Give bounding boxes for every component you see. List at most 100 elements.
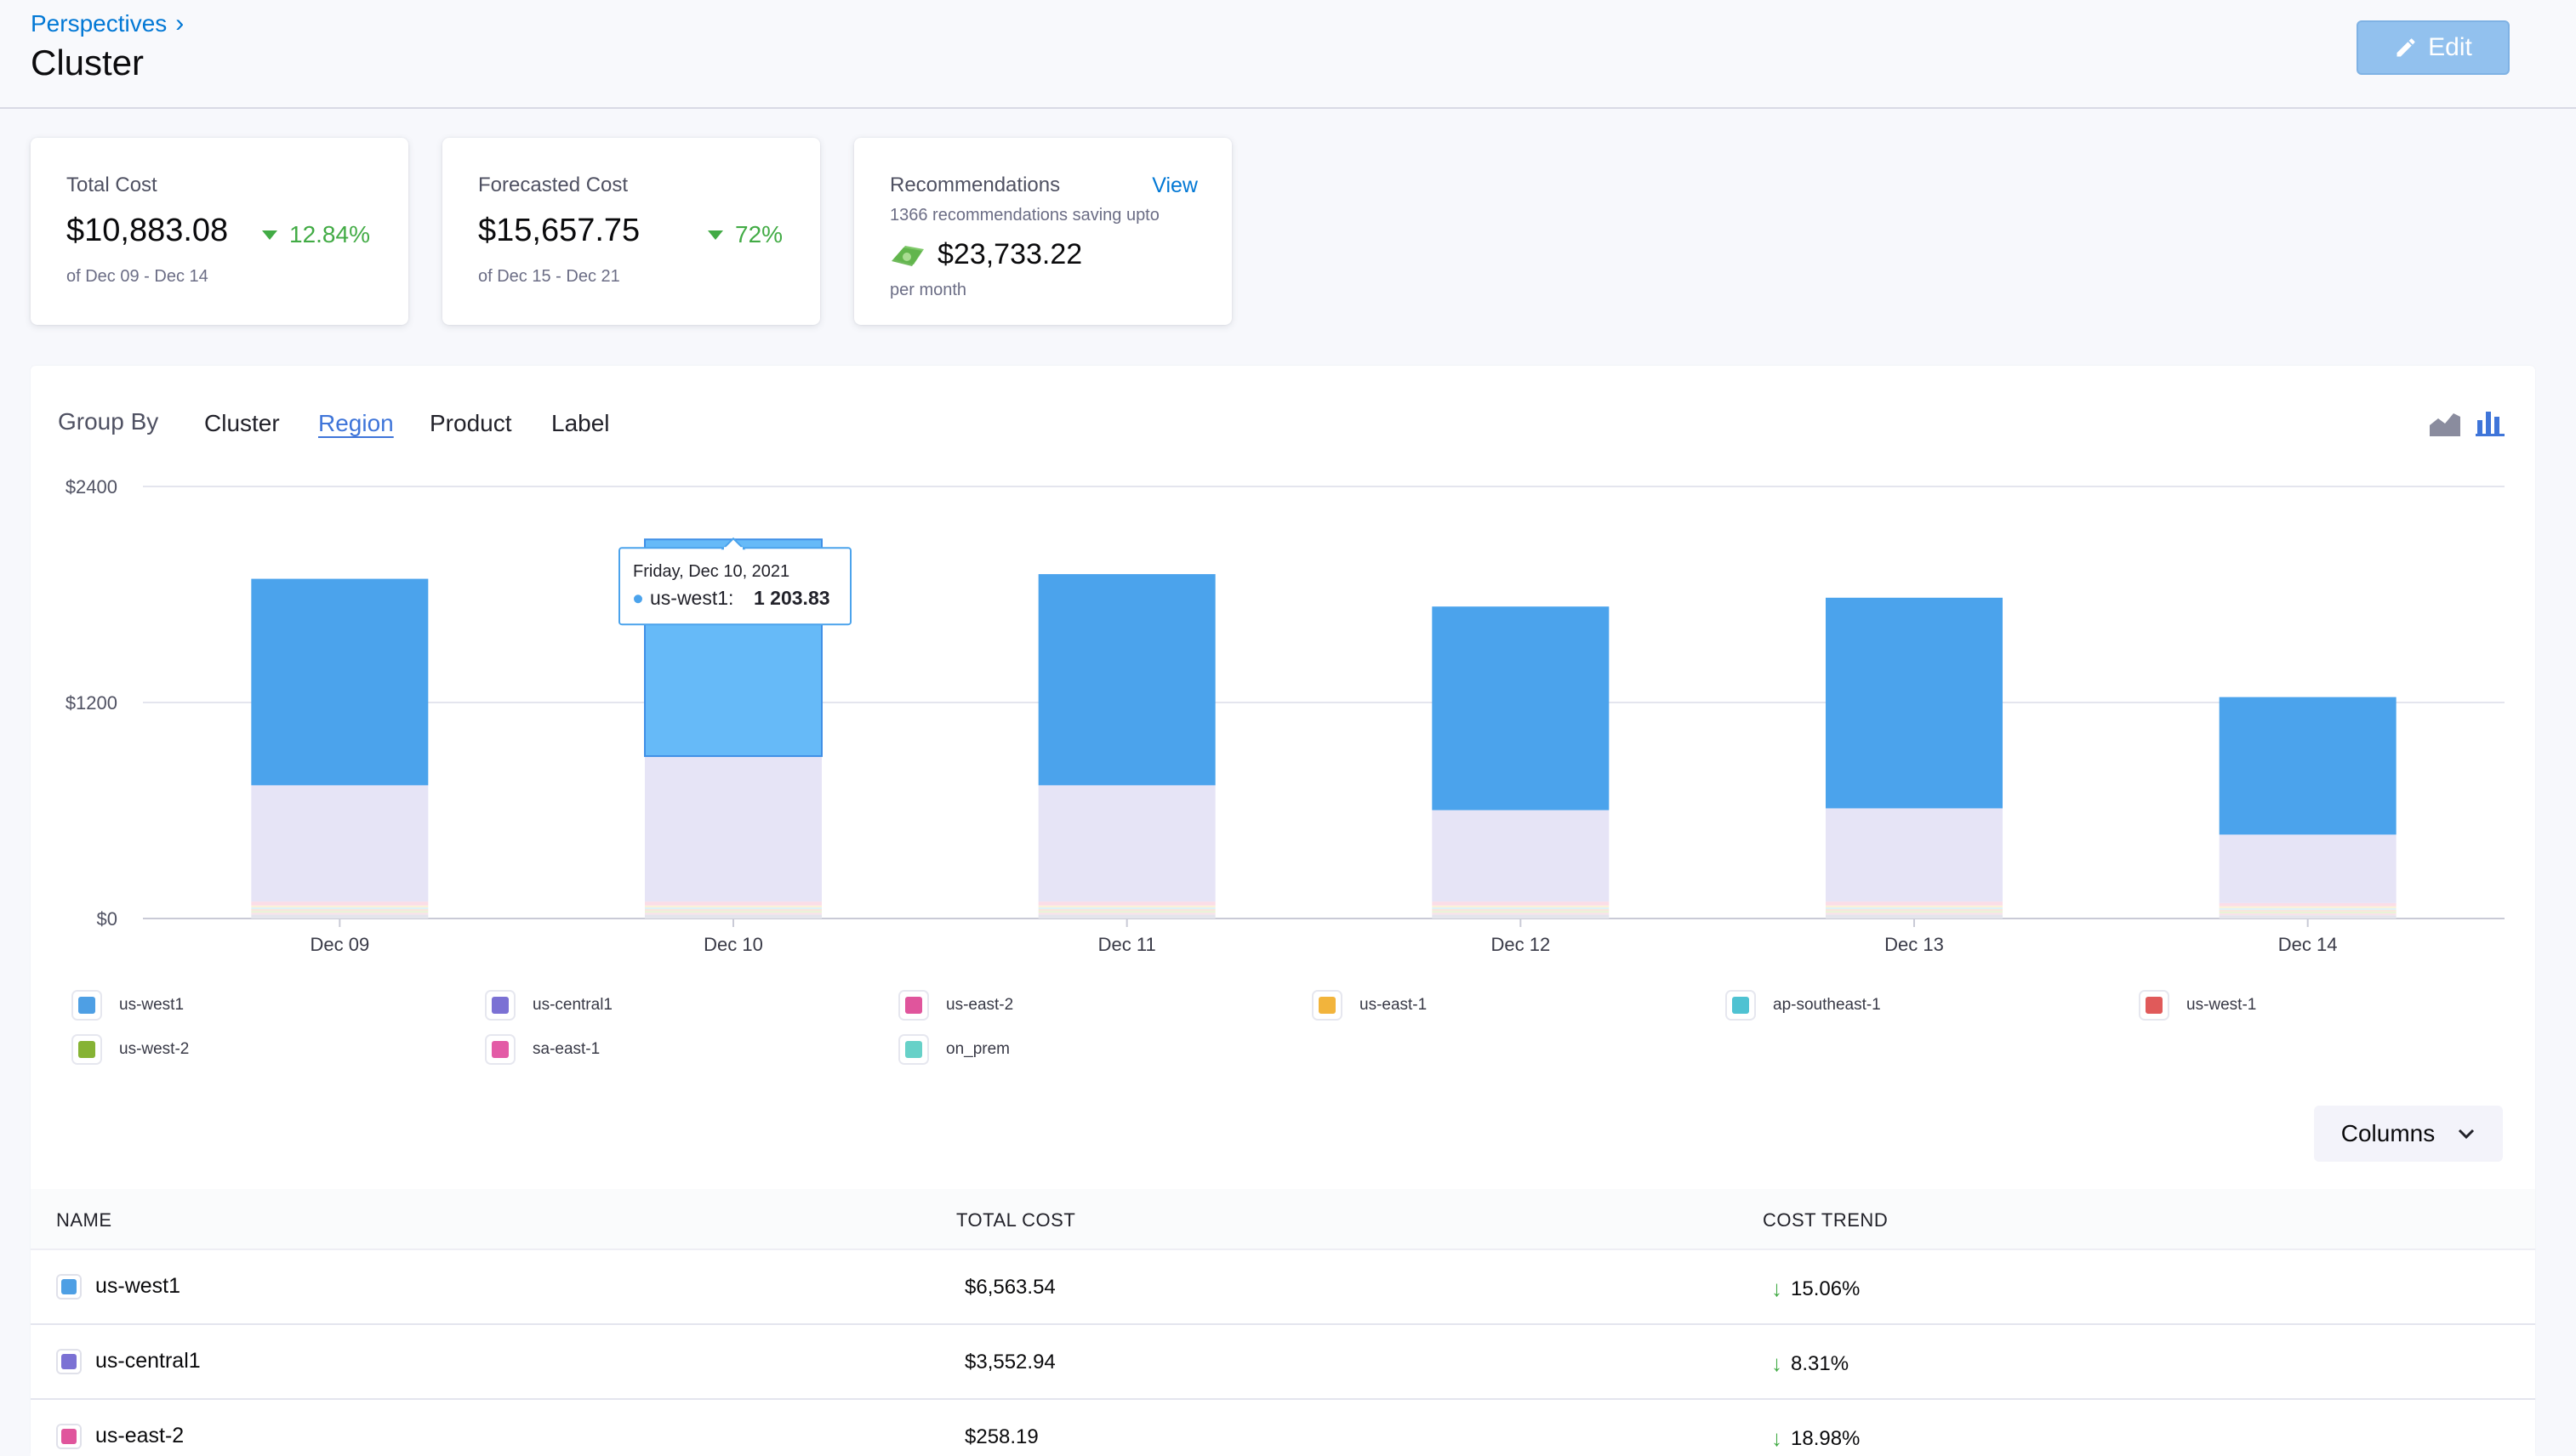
view-recommendations-link[interactable]: View — [1152, 173, 1198, 197]
bar-segment — [2219, 911, 2396, 914]
bar-segment — [1038, 913, 1216, 915]
bar-segment — [645, 756, 822, 902]
bar-segment — [2219, 697, 2396, 835]
row-trend-value: 18.98% — [1791, 1426, 1861, 1450]
bar-segment — [645, 907, 822, 909]
area-chart-icon[interactable] — [2428, 407, 2462, 437]
row-name-text: us-central1 — [95, 1349, 201, 1373]
bar-segment — [1038, 908, 1216, 912]
bar-segment — [2219, 909, 2396, 912]
bar-segment — [645, 901, 822, 906]
group-by-label: Group By — [58, 408, 159, 435]
table-row[interactable]: us-central1 $3,552.94 ↓ 8.31% — [31, 1327, 2535, 1400]
bar-segment — [1038, 911, 1216, 913]
bar-segment — [1432, 914, 1610, 919]
trend-down-icon — [708, 230, 723, 240]
bar-segment — [1432, 907, 1610, 909]
bar-segment — [251, 914, 429, 919]
row-name: us-east-2 — [58, 1424, 184, 1448]
column-header-cost-trend[interactable]: COST TREND — [1763, 1209, 1889, 1231]
edit-button[interactable]: Edit — [2357, 20, 2510, 75]
legend-item[interactable]: us-west-2 — [73, 1036, 189, 1063]
bar-segment — [1432, 905, 1610, 907]
y-tick-label: $1200 — [66, 692, 117, 714]
legend-swatch — [73, 1036, 100, 1063]
tooltip-series: us-west1: — [650, 587, 733, 609]
bar-segment — [251, 907, 429, 909]
legend-swatch — [487, 1036, 514, 1063]
card-date-range: of Dec 09 - Dec 14 — [66, 267, 208, 286]
legend-item[interactable]: us-west-1 — [2140, 992, 2256, 1019]
trend-value: 72% — [735, 221, 784, 247]
bar-segment — [251, 911, 429, 913]
tab-region[interactable]: Region — [318, 410, 394, 436]
legend-item[interactable]: us-central1 — [487, 992, 613, 1019]
row-name: us-west1 — [58, 1274, 180, 1299]
chevron-down-icon — [2459, 1129, 2475, 1140]
breadcrumb-perspectives[interactable]: Perspectives › — [31, 10, 184, 37]
tooltip-box — [618, 547, 852, 626]
trend-down-icon — [262, 230, 277, 240]
row-color-swatch — [58, 1275, 80, 1298]
row-cost-trend: ↓ 18.98% — [1771, 1425, 1860, 1452]
bar-segment — [1432, 606, 1610, 810]
tooltip-value: 1 203.83 — [754, 587, 830, 609]
table-row[interactable]: us-east-2 $258.19 ↓ 18.98% — [31, 1402, 2535, 1456]
bar-segment — [1432, 901, 1610, 906]
column-header-name[interactable]: NAME — [56, 1209, 112, 1231]
cost-trend: 72% — [708, 221, 783, 248]
tooltip-arrow-mask — [724, 547, 743, 551]
row-name-text: us-east-2 — [95, 1424, 185, 1447]
breadcrumb-label[interactable]: Perspectives — [31, 10, 168, 37]
bar-segment — [251, 785, 429, 902]
bar-segment — [251, 905, 429, 907]
column-header-total-cost[interactable]: TOTAL COST — [956, 1209, 1076, 1231]
tab-cluster[interactable]: Cluster — [204, 410, 280, 436]
savings-period: per month — [890, 281, 967, 299]
bar-segment — [1432, 810, 1610, 902]
tab-label[interactable]: Label — [551, 410, 610, 436]
bar-segment — [1038, 907, 1216, 909]
bar-segment — [2219, 834, 2396, 903]
legend-label: ap-southeast-1 — [1773, 996, 1881, 1014]
tooltip-date: Friday, Dec 10, 2021 — [633, 562, 789, 581]
legend-item[interactable]: us-east-1 — [1314, 992, 1427, 1019]
legend-item[interactable]: on_prem — [900, 1036, 1010, 1063]
table-row[interactable]: us-west1 $6,563.54 ↓ 15.06% — [31, 1252, 2535, 1325]
bar-segment — [645, 905, 822, 907]
legend-item[interactable]: us-west1 — [73, 992, 184, 1019]
bar-segment — [1826, 907, 2003, 909]
recommendations-subtitle: 1366 recommendations saving upto — [890, 206, 1160, 225]
arrow-down-icon: ↓ — [1771, 1425, 1782, 1451]
y-tick-label: $2400 — [66, 476, 117, 498]
legend-swatch — [487, 992, 514, 1019]
card-label: Total Cost — [66, 173, 157, 196]
legend-item[interactable]: ap-southeast-1 — [1727, 992, 1881, 1019]
savings-value: $23,733.22 — [938, 238, 1083, 270]
bar-segment — [2219, 907, 2396, 910]
bar-chart-icon[interactable] — [2474, 407, 2508, 437]
x-tick-label: Dec 10 — [704, 934, 763, 955]
pencil-icon — [2396, 38, 2415, 57]
columns-dropdown[interactable]: Columns — [2314, 1106, 2503, 1162]
trend-value: 12.84% — [289, 221, 370, 247]
bar-segment — [1826, 908, 2003, 912]
cost-panel: Group By Cluster Region Product Label $0… — [31, 366, 2535, 1456]
row-total-cost: $6,563.54 — [965, 1276, 1056, 1299]
bar-segment — [2219, 913, 2396, 916]
legend-item[interactable]: us-east-2 — [900, 992, 1013, 1019]
bar-segment — [1826, 901, 2003, 906]
row-total-cost: $258.19 — [965, 1425, 1039, 1448]
legend-swatch — [900, 1036, 927, 1063]
row-cost-trend: ↓ 8.31% — [1771, 1351, 1849, 1377]
x-tick-label: Dec 12 — [1490, 934, 1550, 955]
row-trend-value: 15.06% — [1791, 1277, 1861, 1300]
tab-product[interactable]: Product — [430, 410, 512, 436]
x-tick-label: Dec 09 — [310, 934, 369, 955]
legend-item[interactable]: sa-east-1 — [487, 1036, 600, 1063]
page-title: Cluster — [31, 43, 145, 82]
bar-segment — [251, 908, 429, 912]
arrow-down-icon: ↓ — [1771, 1276, 1782, 1301]
bar-segment — [1038, 914, 1216, 919]
row-name: us-central1 — [58, 1349, 201, 1374]
